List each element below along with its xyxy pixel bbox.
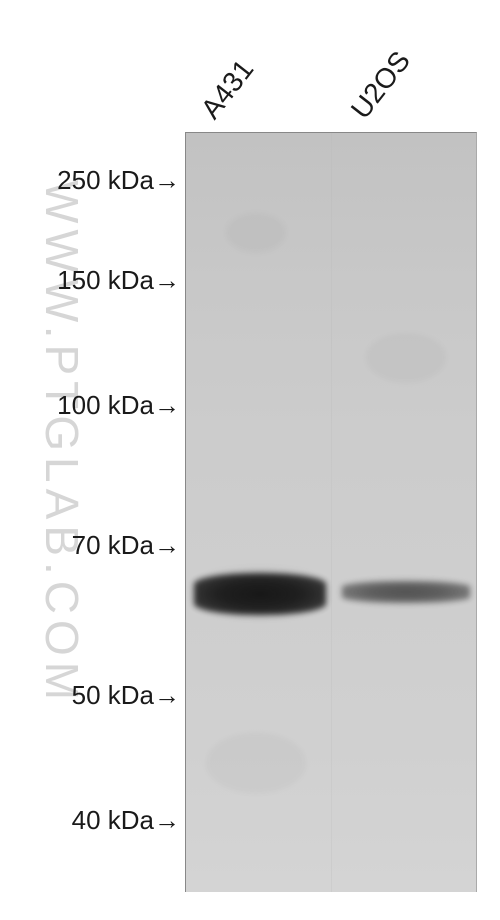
mw-ladder: 250 kDa→ 150 kDa→ 100 kDa→ 70 kDa→ 50 kD…: [0, 130, 185, 890]
figure-container: WWW.PTGLAB.COM A431 U2OS 250 kDa→ 150 kD…: [0, 0, 500, 920]
blot-noise: [226, 213, 286, 253]
band-a431-halo: [190, 567, 330, 621]
mw-100: 100 kDa→: [57, 390, 180, 421]
blot-noise: [366, 333, 446, 383]
mw-50: 50 kDa→: [72, 680, 180, 711]
lane-label-1: U2OS: [345, 45, 417, 125]
blot-membrane: [185, 132, 477, 892]
lane-labels-row: A431 U2OS: [195, 30, 475, 125]
mw-150: 150 kDa→: [57, 265, 180, 296]
lane-divider: [331, 133, 332, 892]
band-u2os-halo: [338, 577, 474, 607]
mw-250: 250 kDa→: [57, 165, 180, 196]
blot-noise: [206, 733, 306, 793]
mw-70: 70 kDa→: [72, 530, 180, 561]
lane-label-0: A431: [195, 54, 260, 125]
mw-40: 40 kDa→: [72, 805, 180, 836]
